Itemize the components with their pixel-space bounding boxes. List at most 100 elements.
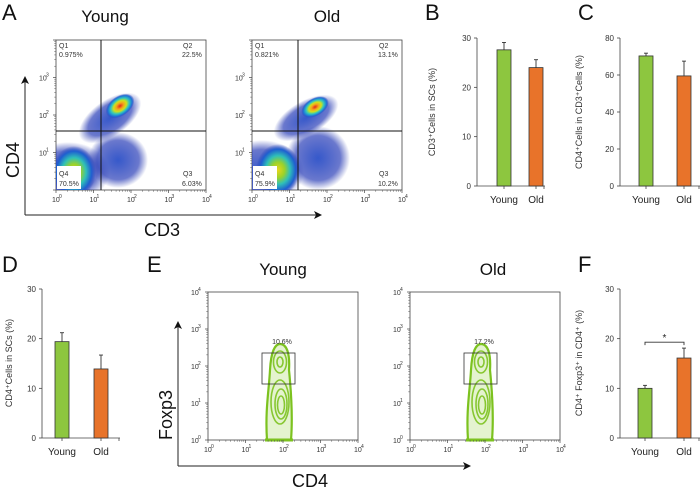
x-tick-exponent: 2 [330, 194, 333, 200]
bar-young [637, 387, 653, 439]
bar-old [676, 357, 692, 439]
x-tick-exponent: 0 [59, 194, 62, 200]
x-tick-exponent: 4 [209, 194, 212, 200]
q4-label-backdrop [253, 166, 277, 189]
y-tick-label: 80 [605, 34, 614, 43]
cd4-axis-label-e: CD4 [292, 471, 328, 491]
panel-letter-a: A [2, 0, 17, 25]
x-tick-label: Young [632, 195, 660, 206]
panel-a: A Young Old CD4 CD3 Q1 0.975% Q2 22.5% [2, 0, 408, 240]
bar-old [93, 368, 109, 439]
flow-plot-young: Q1 0.975% Q2 22.5% Q3 6.03% Q4 70.5% [55, 39, 207, 191]
y-tick-label: 10 [39, 76, 47, 83]
y-tick-exponent: 3 [242, 73, 245, 79]
x-tick-exponent: 1 [451, 444, 454, 450]
y-tick-exponent: 2 [198, 361, 201, 367]
treg-gate [261, 352, 296, 385]
contour-ring [477, 356, 485, 368]
x-tick-label: 10 [202, 197, 210, 204]
y-tick-label: 10 [393, 290, 401, 297]
y-tick-label: 10 [191, 290, 199, 297]
y-tick-exponent: 0 [400, 435, 403, 441]
y-tick-label: 0 [467, 182, 472, 191]
panel-letter-e: E [147, 252, 162, 277]
y-tick-exponent: 3 [400, 324, 403, 330]
bar-chart-c: C 0 20 40 60 80 CD4⁺Cells in CD3⁺Cells (%) You… [574, 0, 700, 206]
panel-letter-f: F [578, 252, 591, 277]
q2-label: Q2 [379, 43, 388, 50]
y-axis-title: CD4⁺Cells in SCs (%) [4, 319, 14, 407]
x-tick-label: 10 [127, 197, 135, 204]
y-tick-exponent: 1 [46, 148, 49, 154]
y-tick-label: 10 [235, 76, 243, 83]
y-tick-label: 10 [27, 384, 36, 393]
q4-label: Q4 [255, 171, 264, 178]
contour-ring [475, 388, 489, 420]
gate-percentage-young: 10.6% [272, 339, 292, 346]
bar-young [638, 55, 654, 187]
bar-old [528, 67, 544, 187]
panel-e-log-ticks: 10 0 10 1 10 2 10 3 10 410 010 110 210 310 410 0 10 1 10 2 1… [191, 287, 566, 454]
significance-star: * [663, 333, 667, 344]
x-tick-exponent: 1 [249, 444, 252, 450]
x-tick-exponent: 0 [211, 444, 214, 450]
x-tick-exponent: 1 [97, 194, 100, 200]
significance-bracket [644, 341, 685, 346]
q4-value: 70.5% [59, 181, 79, 188]
bar-young [496, 49, 512, 187]
x-tick-label: 10 [556, 447, 564, 454]
x-tick-label: Young [631, 447, 659, 458]
x-tick-label: Old [528, 195, 544, 206]
q3-label: Q3 [379, 171, 388, 178]
x-tick-label: 10 [248, 197, 256, 204]
x-tick-label: 10 [361, 197, 369, 204]
x-tick-label: 10 [323, 197, 331, 204]
y-tick-label: 10 [393, 438, 401, 445]
y-tick-label: 10 [39, 113, 47, 120]
y-tick-label: 30 [27, 285, 36, 294]
bar-young [54, 341, 70, 439]
x-tick-label: 10 [242, 447, 250, 454]
y-tick-label: 10 [393, 327, 401, 334]
y-tick-label: 30 [462, 34, 471, 43]
contour-ring [471, 379, 491, 425]
y-tick-label: 10 [605, 384, 614, 393]
y-tick-exponent: 0 [198, 435, 201, 441]
x-tick-exponent: 3 [172, 194, 175, 200]
panel-e-title-old: Old [480, 260, 506, 279]
x-tick-label: 10 [519, 447, 527, 454]
foxp3-axis-label: Foxp3 [156, 390, 176, 440]
q4-label-backdrop [57, 166, 81, 189]
y-tick-exponent: 3 [46, 73, 49, 79]
x-tick-label: 10 [279, 447, 287, 454]
x-tick-label: 10 [317, 447, 325, 454]
x-tick-exponent: 3 [324, 444, 327, 450]
contour-ring [473, 350, 489, 374]
q1-label: Q1 [255, 43, 264, 50]
panel-letter-c: C [578, 0, 594, 25]
x-tick-exponent: 4 [405, 194, 408, 200]
y-tick-label: 10 [393, 364, 401, 371]
y-tick-exponent: 1 [400, 398, 403, 404]
y-tick-label: 10 [393, 401, 401, 408]
x-tick-exponent: 2 [488, 444, 491, 450]
density-region [286, 126, 350, 190]
y-tick-label: 10 [235, 151, 243, 158]
q2-label: Q2 [183, 43, 192, 50]
y-tick-label: 0 [610, 182, 615, 191]
y-tick-label: 10 [191, 364, 199, 371]
bar-chart-f: F 0 10 20 30 CD4⁺ Foxp3⁺ in CD4⁺ (%) Young Old… [574, 252, 700, 458]
y-axis-title: CD4⁺Cells in CD3⁺Cells (%) [574, 55, 584, 169]
treg-gate [463, 352, 498, 385]
x-tick-label: 10 [444, 447, 452, 454]
x-tick-label: Old [676, 195, 692, 206]
x-tick-label: Young [490, 195, 518, 206]
y-tick-exponent: 1 [242, 148, 245, 154]
y-tick-label: 20 [27, 335, 36, 344]
q1-value: 0.975% [59, 52, 83, 59]
bar-old [676, 75, 692, 187]
y-tick-label: 10 [191, 327, 199, 334]
panel-a-title-old: Old [314, 7, 340, 26]
contour-ring [274, 388, 288, 420]
